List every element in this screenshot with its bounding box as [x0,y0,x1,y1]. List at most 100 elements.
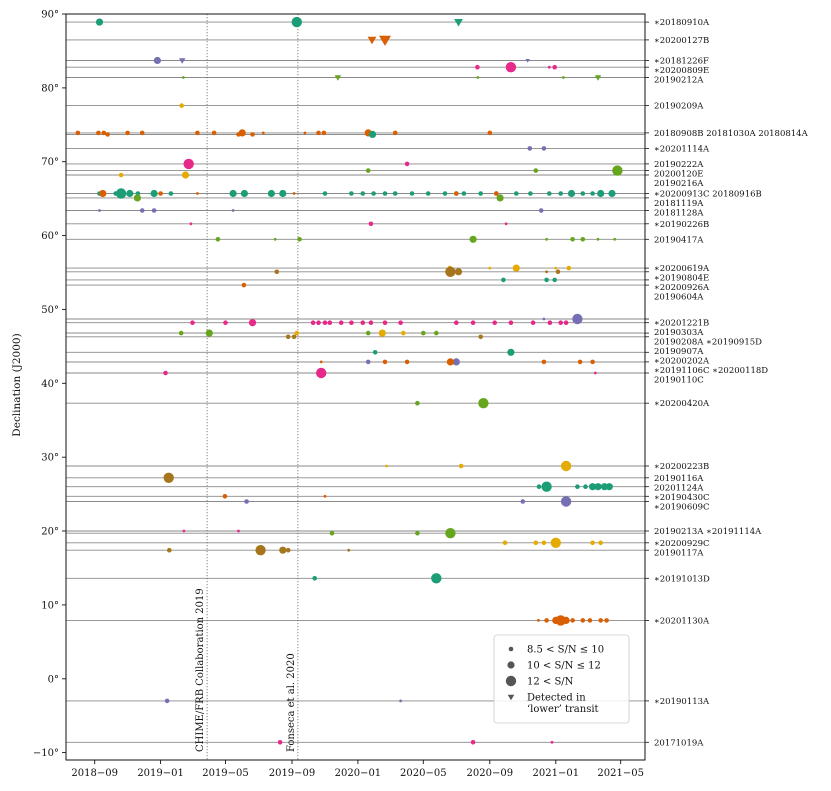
detection-marker [492,320,498,326]
legend-label: 8.5 < S/N ≤ 10 [527,645,604,656]
detection-marker [598,540,603,546]
detection-marker [580,191,586,196]
detection-marker [501,277,506,283]
source-label: 20201124A [654,483,704,493]
x-tick-label: 2021−05 [597,768,644,779]
detection-marker [392,191,398,196]
detection-marker [431,573,442,584]
detection-marker [321,130,327,136]
detection-marker [240,189,248,198]
detection-marker [536,484,542,490]
detection-marker [527,146,533,151]
source-label: ∗20201130A [654,616,710,626]
source-label: 20200120E [654,169,703,179]
detection-marker [322,320,328,326]
detection-marker [544,277,549,283]
axes: 2018−09 2019−01 2019−05 2019−09 2020−01 2020−… [33,10,646,779]
source-label: ∗20201221B [654,319,709,329]
y-tick-label: −10° [33,748,59,759]
detection-marker [273,237,277,241]
legend-label: Detected in [527,693,586,704]
detection-marker [163,472,174,483]
detection-marker [589,483,597,491]
detection-lower-transit-marker [525,59,530,63]
detection-marker [153,56,161,65]
detection-marker [596,237,600,241]
y-tick-label: 60° [41,231,59,242]
detection-marker [541,540,547,546]
detection-marker [404,359,410,365]
detection-marker [597,189,605,198]
detection-marker [567,189,576,198]
detection-marker [580,237,586,242]
detection-marker [528,191,533,196]
source-label: 20190303A [654,328,704,338]
detection-marker [512,264,520,272]
legend-label: 10 < S/N ≤ 12 [527,661,601,672]
detection-marker [566,265,572,271]
detection-marker [401,330,406,336]
detection-marker [608,189,616,198]
detection-marker [533,168,539,173]
x-tick-label: 2020−01 [335,768,382,779]
detection-marker [118,172,124,178]
detection-marker [470,320,476,326]
source-label: 20190604A [654,293,704,303]
detection-marker [476,76,480,79]
detection-marker [434,330,439,336]
detection-marker [279,189,287,198]
detection-marker [133,194,141,202]
detection-marker [261,131,265,135]
detection-marker [181,76,185,79]
detection-marker [545,270,548,274]
detection-marker [139,208,145,213]
detection-marker [399,699,402,703]
detection-marker [365,330,371,336]
detection-marker [151,208,157,213]
detection-marker [248,319,257,327]
detection-marker [530,320,536,326]
detection-marker [558,191,563,196]
source-label: ∗20200619A [654,264,710,274]
source-label: 20190216A [654,179,704,189]
detection-marker [392,130,398,136]
detection-marker [267,189,275,198]
detection-marker [244,499,249,504]
detection-marker [445,528,456,539]
source-label: 20181119A [654,199,704,209]
detection-lower-transit-marker [178,58,186,64]
detection-marker [563,320,569,326]
detection-marker [577,359,583,365]
detection-marker [555,615,566,626]
detection-marker [274,269,280,275]
detection-marker [215,237,221,242]
detection-marker [150,189,158,198]
detection-marker [488,266,492,270]
detection-marker [115,188,127,199]
y-tick-label: 70° [41,157,59,168]
detections [75,16,623,745]
detection-marker [277,740,283,745]
y-tick-label: 10° [41,600,59,611]
detection-marker [507,348,515,356]
detection-marker [425,191,431,196]
source-label: ∗20200913C 20180916B [654,190,762,200]
detection-marker [613,237,617,241]
source-label: 20190222A [654,160,704,170]
detection-marker [365,168,371,173]
detection-marker [594,483,602,491]
source-label: ∗20200127B [654,36,709,46]
detection-marker [612,165,623,176]
detection-marker [552,277,557,283]
detection-lower-transit-marker [367,36,377,45]
y-tick-label: 0° [48,674,59,685]
detection-marker [547,65,551,69]
detection-marker [316,320,321,326]
detection-marker [312,576,318,581]
detection-lower-transit-marker [594,75,602,81]
detection-marker [126,189,134,198]
detection-marker [587,618,593,623]
reference-line-label: CHIME/FRB Collaboration 2019 [195,588,206,752]
y-tick-label: 30° [41,453,59,464]
